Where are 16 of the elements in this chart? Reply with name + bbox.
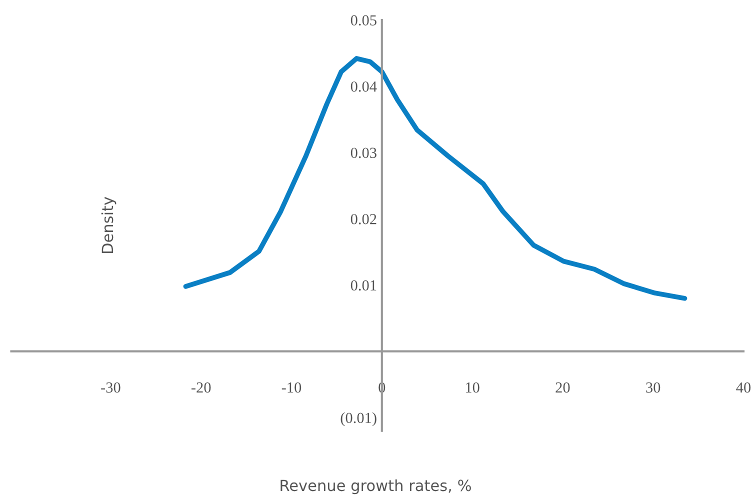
x-tick-label: -30	[101, 382, 120, 393]
line-series	[183, 56, 688, 301]
y-tick-label: 0.05	[350, 15, 376, 26]
x-tick-label: 30	[646, 382, 660, 393]
y-axis-title: Density	[101, 196, 116, 253]
x-tick-label: -10	[282, 382, 302, 393]
y-tick-label: 0.02	[350, 214, 376, 224]
x-axis-title: Revenue growth rates, %	[280, 479, 471, 494]
y-tick-label: 0.03	[350, 148, 376, 158]
x-tick-label: -20	[191, 382, 211, 393]
y-tick-label: 0.01	[350, 280, 376, 291]
x-tick-label: 40	[736, 382, 751, 393]
y-tick-label: (0.01)	[340, 412, 376, 426]
x-tick-label: 20	[556, 382, 570, 393]
x-tick-label: 10	[466, 382, 480, 393]
y-tick-label: 0.04	[350, 81, 377, 92]
